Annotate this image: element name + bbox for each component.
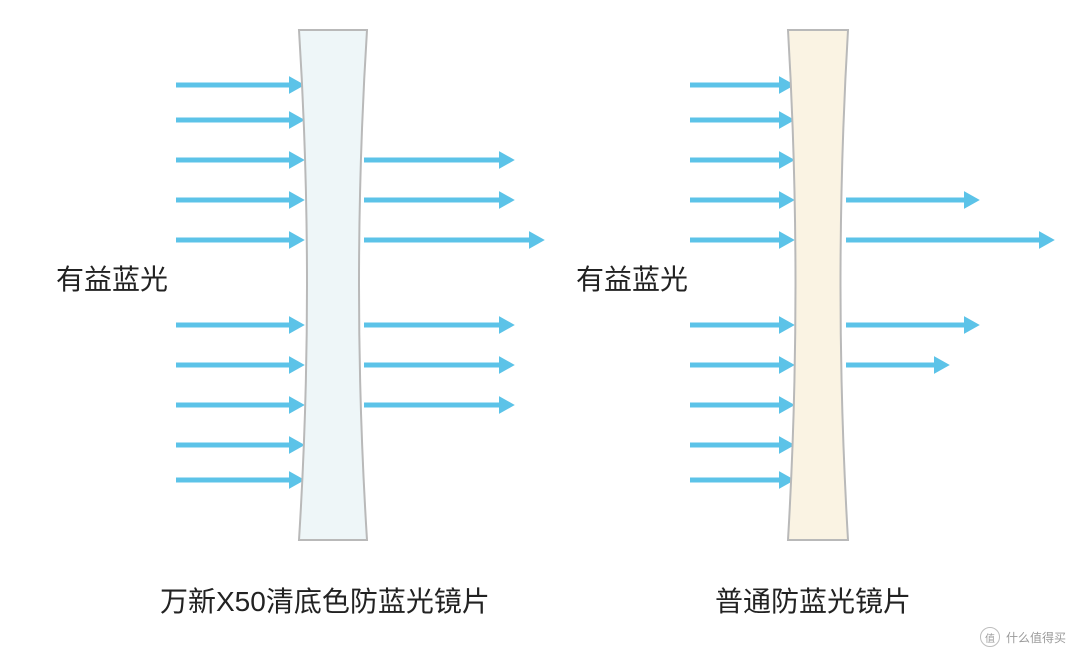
- right-side-label: 有益蓝光: [576, 258, 688, 298]
- diagram-svg: [0, 0, 1080, 657]
- lens-shape: [788, 30, 848, 540]
- right-bottom-label: 普通防蓝光镜片: [715, 580, 911, 620]
- watermark: 值 什么值得买: [980, 627, 1066, 647]
- left-side-label: 有益蓝光: [56, 258, 168, 298]
- left-bottom-label: 万新X50清底色防蓝光镜片: [160, 580, 490, 620]
- watermark-text: 什么值得买: [1006, 629, 1066, 646]
- lens-shape: [299, 30, 367, 540]
- watermark-icon: 值: [980, 627, 1000, 647]
